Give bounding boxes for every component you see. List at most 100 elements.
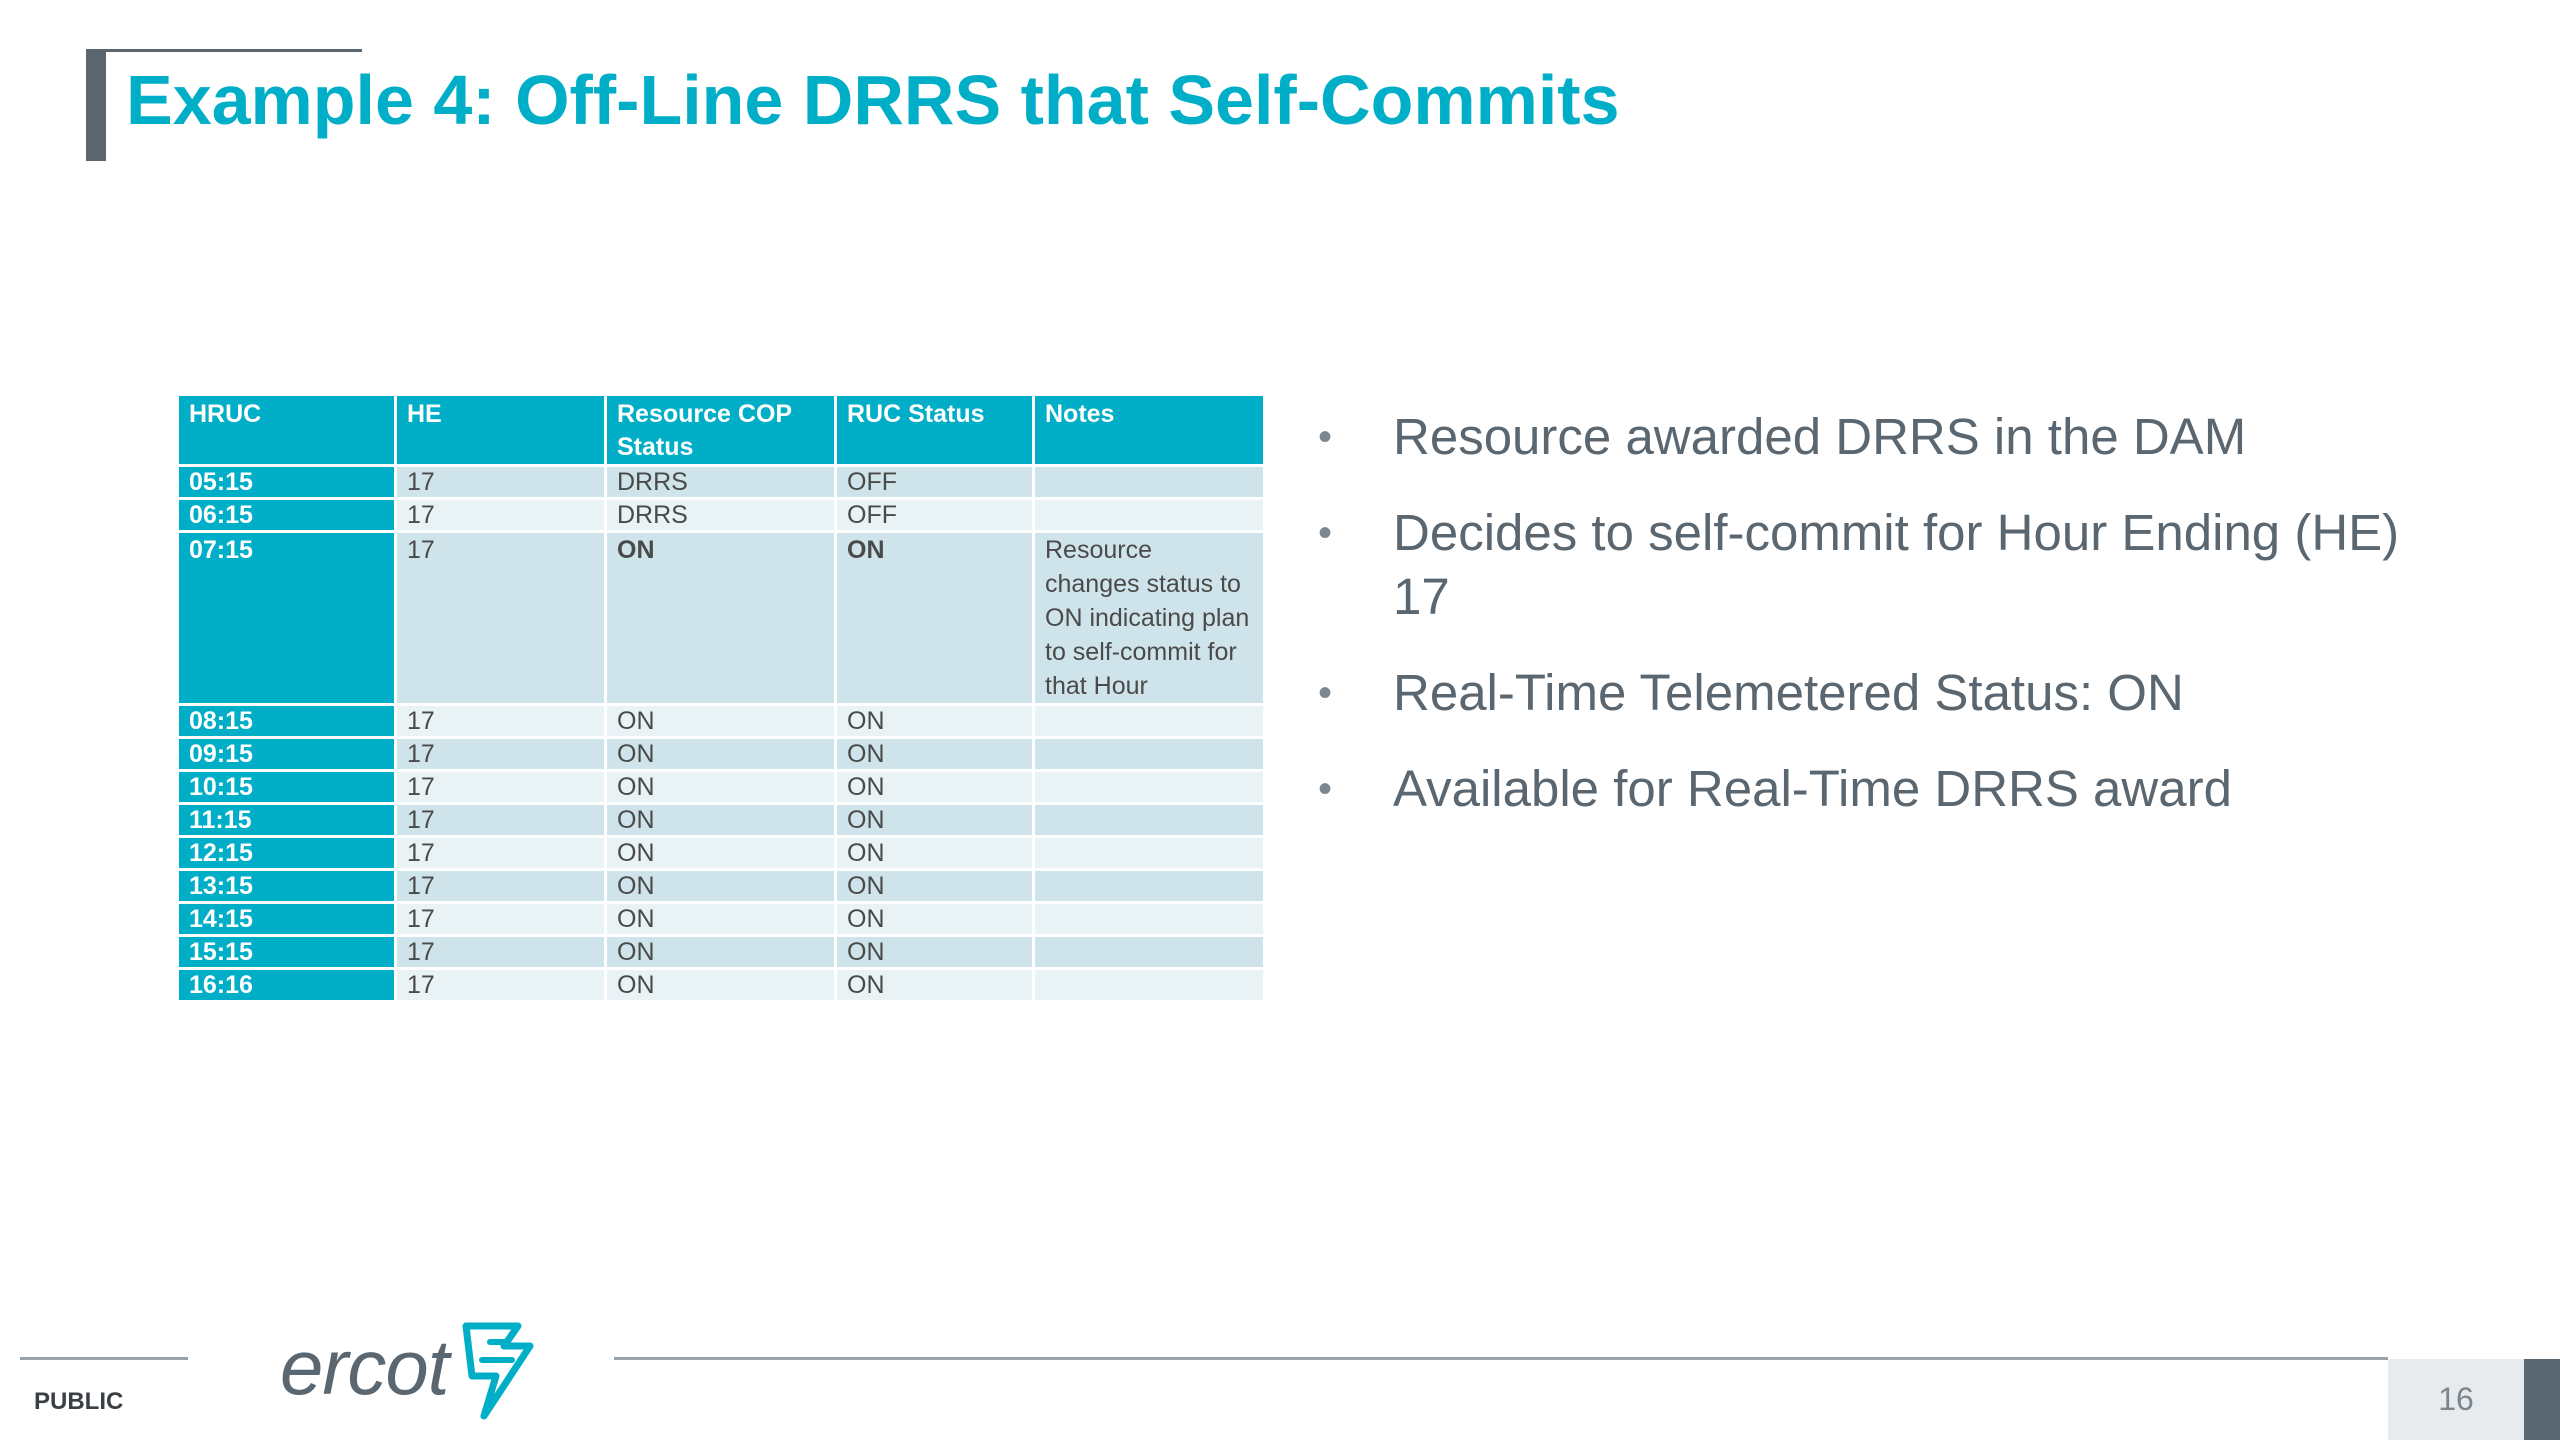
hruc-cell: 13:15	[176, 868, 397, 904]
bullet-item: • Available for Real-Time DRRS award	[1318, 757, 2418, 821]
he-cell: 17	[394, 868, 607, 904]
ercot-logo: ercot	[280, 1320, 540, 1420]
hruc-cell: 09:15	[176, 736, 397, 772]
hruc-cell: 14:15	[176, 901, 397, 937]
notes-cell	[1032, 967, 1266, 1003]
bullet-dot-icon: •	[1318, 415, 1333, 459]
he-cell: 17	[394, 901, 607, 937]
header-hruc: HRUC	[176, 393, 397, 467]
ruc-status-cell: ON	[834, 703, 1035, 739]
hruc-cell: 07:15	[176, 530, 397, 706]
cop-status-cell: ON	[604, 703, 837, 739]
hruc-cell: 06:15	[176, 497, 397, 533]
header-notes: Notes	[1032, 393, 1266, 467]
ruc-status-cell: OFF	[834, 497, 1035, 533]
notes-cell	[1032, 464, 1266, 500]
notes-cell	[1032, 835, 1266, 871]
cop-status-cell: ON	[604, 769, 837, 805]
bullet-text: Real-Time Telemetered Status: ON	[1393, 664, 2184, 721]
he-cell: 17	[394, 802, 607, 838]
bullet-text: Available for Real-Time DRRS award	[1393, 760, 2232, 817]
ruc-status-cell: ON	[834, 934, 1035, 970]
bullet-text: Decides to self-commit for Hour Ending (…	[1393, 504, 2400, 625]
notes-cell: Resource changes status to ON indicating…	[1032, 530, 1266, 706]
he-cell: 17	[394, 769, 607, 805]
notes-cell	[1032, 802, 1266, 838]
page-edge-bar	[2524, 1359, 2560, 1440]
table-row: 15:15 17 ON ON	[176, 934, 1266, 970]
cop-status-cell: ON	[604, 802, 837, 838]
ruc-status-cell: ON	[834, 901, 1035, 937]
table-row: 10:15 17 ON ON	[176, 769, 1266, 805]
hruc-cell: 12:15	[176, 835, 397, 871]
he-cell: 17	[394, 497, 607, 533]
header-resource-cop-status: Resource COP Status	[604, 393, 837, 467]
notes-cell	[1032, 934, 1266, 970]
footer-divider	[614, 1357, 2388, 1360]
table-row: 09:15 17 ON ON	[176, 736, 1266, 772]
ruc-status-cell: ON	[834, 868, 1035, 904]
bullet-dot-icon: •	[1318, 767, 1333, 811]
cop-status-cell: ON	[604, 530, 837, 706]
notes-cell	[1032, 497, 1266, 533]
bullet-item: • Real-Time Telemetered Status: ON	[1318, 661, 2418, 725]
notes-cell	[1032, 868, 1266, 904]
notes-cell	[1032, 736, 1266, 772]
cop-status-cell: ON	[604, 868, 837, 904]
ruc-status-cell: ON	[834, 967, 1035, 1003]
he-cell: 17	[394, 736, 607, 772]
table-row: 05:15 17 DRRS OFF	[176, 464, 1266, 500]
logo-wordmark: ercot	[280, 1323, 449, 1411]
table-row: 11:15 17 ON ON	[176, 802, 1266, 838]
he-cell: 17	[394, 530, 607, 706]
bullet-list: • Resource awarded DRRS in the DAM • Dec…	[1318, 405, 2418, 853]
hruc-cell: 16:16	[176, 967, 397, 1003]
title-accent-line	[86, 49, 362, 52]
header-ruc-status: RUC Status	[834, 393, 1035, 467]
notes-cell	[1032, 769, 1266, 805]
hruc-cell: 08:15	[176, 703, 397, 739]
page-number: 16	[2438, 1381, 2474, 1417]
title-accent-bar	[86, 49, 106, 161]
ruc-status-cell: ON	[834, 835, 1035, 871]
classification-label: PUBLIC	[34, 1388, 124, 1415]
table-header-row: HRUC HE Resource COP Status RUC Status N…	[176, 393, 1266, 467]
table-row: 06:15 17 DRRS OFF	[176, 497, 1266, 533]
ruc-status-cell: ON	[834, 530, 1035, 706]
ruc-status-cell: ON	[834, 736, 1035, 772]
table-row: 14:15 17 ON ON	[176, 901, 1266, 937]
cop-status-cell: ON	[604, 736, 837, 772]
table-row: 07:15 17 ON ON Resource changes status t…	[176, 530, 1266, 706]
table-row: 16:16 17 ON ON	[176, 967, 1266, 1003]
hruc-cell: 11:15	[176, 802, 397, 838]
hruc-cell: 05:15	[176, 464, 397, 500]
cop-status-cell: DRRS	[604, 497, 837, 533]
cop-status-cell: ON	[604, 967, 837, 1003]
page-number-box: 16	[2388, 1359, 2524, 1440]
he-cell: 17	[394, 934, 607, 970]
hruc-status-table: HRUC HE Resource COP Status RUC Status N…	[176, 393, 1266, 1003]
ruc-status-cell: ON	[834, 802, 1035, 838]
cop-status-cell: DRRS	[604, 464, 837, 500]
bullet-dot-icon: •	[1318, 671, 1333, 715]
notes-cell	[1032, 703, 1266, 739]
bullet-item: • Decides to self-commit for Hour Ending…	[1318, 501, 2418, 629]
bullet-item: • Resource awarded DRRS in the DAM	[1318, 405, 2418, 469]
ercot-lightning-bolt-icon	[462, 1322, 534, 1420]
table-row: 08:15 17 ON ON	[176, 703, 1266, 739]
hruc-cell: 15:15	[176, 934, 397, 970]
ruc-status-cell: ON	[834, 769, 1035, 805]
bullet-dot-icon: •	[1318, 511, 1333, 555]
cop-status-cell: ON	[604, 835, 837, 871]
header-he: HE	[394, 393, 607, 467]
notes-cell	[1032, 901, 1266, 937]
cop-status-cell: ON	[604, 934, 837, 970]
he-cell: 17	[394, 835, 607, 871]
bullet-text: Resource awarded DRRS in the DAM	[1393, 408, 2247, 465]
he-cell: 17	[394, 464, 607, 500]
he-cell: 17	[394, 967, 607, 1003]
table-row: 13:15 17 ON ON	[176, 868, 1266, 904]
footer-divider-left	[20, 1357, 188, 1360]
slide-title: Example 4: Off-Line DRRS that Self-Commi…	[126, 61, 1620, 139]
table-row: 12:15 17 ON ON	[176, 835, 1266, 871]
